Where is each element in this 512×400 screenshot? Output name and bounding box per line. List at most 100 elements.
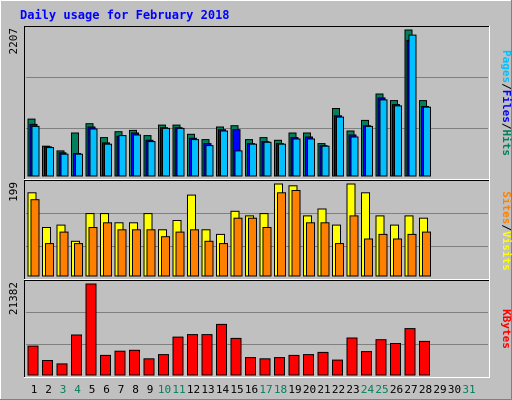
bar-kbytes-day-13 (201, 334, 213, 376)
bar-kbytes-day-23 (346, 337, 358, 376)
x-tick-label-day-1: 1 (31, 383, 38, 396)
bar-sites-day-13 (204, 240, 214, 277)
bar-kbytes-day-1 (27, 345, 39, 376)
chart-title: Daily usage for February 2018 (20, 8, 230, 22)
bar-sites-day-12 (190, 229, 199, 277)
bar-sites-day-20 (306, 222, 315, 277)
x-tick-label-day-21: 21 (317, 383, 330, 396)
bar-sites-day-28 (422, 231, 431, 277)
legend-hits: Hits (500, 130, 512, 157)
bar-pages-day-16 (249, 143, 257, 177)
x-tick-label-day-18: 18 (274, 383, 287, 396)
bar-pages-day-12 (191, 139, 199, 177)
panel-hits-files-pages (24, 26, 490, 180)
bar-pages-day-22 (336, 116, 344, 177)
x-tick-label-day-30: 30 (448, 383, 461, 396)
x-tick-label-day-28: 28 (419, 383, 432, 396)
panel-kbytes (24, 280, 490, 378)
legend-files: Files (500, 90, 512, 123)
bar-sites-day-10 (161, 236, 170, 277)
bar-pages-day-26 (394, 105, 402, 177)
bars-hits-files-pages (27, 29, 431, 177)
x-tick-label-day-24: 24 (361, 383, 375, 396)
bar-kbytes-day-7 (114, 350, 126, 376)
x-tick-label-day-4: 4 (74, 383, 81, 396)
x-tick-label-day-15: 15 (230, 383, 243, 396)
bar-pages-day-27 (408, 34, 417, 177)
bar-pages-day-6 (104, 143, 112, 177)
x-tick-label-day-17: 17 (259, 383, 272, 396)
bar-pages-day-21 (321, 145, 330, 177)
legend-separator: / (500, 123, 512, 130)
bar-sites-day-7 (117, 229, 127, 277)
legend-separator: / (500, 83, 512, 90)
bar-kbytes-day-20 (303, 354, 314, 376)
bar-pages-day-10 (162, 127, 170, 177)
bar-kbytes-day-21 (317, 351, 329, 376)
bar-sites-day-17 (262, 227, 272, 277)
x-tick-label-day-7: 7 (118, 383, 125, 396)
bar-kbytes-day-17 (259, 358, 271, 376)
bar-pages-day-20 (307, 138, 315, 177)
bar-sites-day-15 (233, 217, 243, 277)
bar-kbytes-day-9 (143, 358, 155, 376)
legend-hits-files-pages: Pages/Files/Hits (500, 50, 512, 156)
x-tick-label-day-25: 25 (375, 383, 388, 396)
bar-kbytes-day-25 (375, 339, 387, 376)
bar-pages-day-11 (176, 127, 185, 177)
x-tick-label-day-26: 26 (390, 383, 403, 396)
x-tick-label-day-27: 27 (404, 383, 417, 396)
bar-kbytes-day-14 (216, 323, 227, 376)
x-tick-label-day-11: 11 (172, 383, 185, 396)
bar-sites-day-18 (277, 192, 286, 277)
bar-pages-day-3 (60, 153, 69, 177)
legend-kbytes: KBytes (500, 309, 512, 349)
bar-sites-day-26 (393, 238, 402, 277)
bar-pages-day-25 (379, 99, 388, 177)
bar-kbytes-day-4 (71, 334, 82, 376)
bar-kbytes-day-12 (187, 334, 198, 376)
x-tick-label-day-12: 12 (187, 383, 200, 396)
x-tick-label-day-10: 10 (158, 383, 171, 396)
bar-sites-day-1 (30, 199, 40, 277)
bar-sites-day-6 (103, 222, 112, 277)
bar-kbytes-day-18 (274, 357, 285, 376)
bar-pages-day-28 (423, 106, 431, 177)
bar-pages-day-18 (278, 143, 286, 177)
bars-kbytes (27, 283, 430, 376)
x-tick-label-day-9: 9 (147, 383, 154, 396)
bar-pages-day-4 (75, 153, 83, 177)
bar-sites-day-4 (74, 243, 83, 277)
x-tick-label-day-3: 3 (60, 383, 67, 396)
bar-pages-day-7 (118, 135, 127, 177)
bar-kbytes-day-26 (390, 343, 401, 376)
panel-visits-sites (24, 180, 490, 280)
x-tick-label-day-20: 20 (303, 383, 316, 396)
x-tick-label-day-5: 5 (89, 383, 96, 396)
x-tick-label-day-19: 19 (288, 383, 301, 396)
bar-kbytes-day-22 (332, 359, 343, 376)
x-tick-label-day-8: 8 (132, 383, 139, 396)
bar-sites-day-16 (248, 217, 257, 277)
bar-sites-day-22 (335, 243, 344, 277)
bar-sites-day-3 (59, 231, 69, 277)
legend-separator: / (500, 224, 512, 231)
bar-pages-day-2 (46, 147, 54, 177)
x-tick-label-day-14: 14 (216, 383, 230, 396)
bar-pages-day-17 (263, 141, 272, 177)
bar-sites-day-2 (45, 243, 54, 277)
x-tick-label-day-31: 31 (462, 383, 475, 396)
bar-kbytes-day-27 (404, 328, 416, 376)
bar-pages-day-5 (89, 128, 98, 177)
x-tick-label-day-16: 16 (245, 383, 258, 396)
x-tick-label-day-23: 23 (346, 383, 359, 396)
bar-kbytes-day-6 (100, 354, 111, 376)
bar-kbytes-day-10 (158, 354, 169, 376)
bar-kbytes-day-16 (245, 357, 256, 376)
x-axis-day-labels: 1 2 3 4 5 6 7 8 9 10 11 12 13 14 15 16 17 18 19 20 21 22 23 24 2… (31, 383, 476, 396)
bar-sites-day-27 (407, 233, 417, 277)
x-tick-label-day-2: 2 (45, 383, 52, 396)
bar-sites-day-9 (146, 229, 156, 277)
bar-pages-day-13 (205, 145, 214, 177)
